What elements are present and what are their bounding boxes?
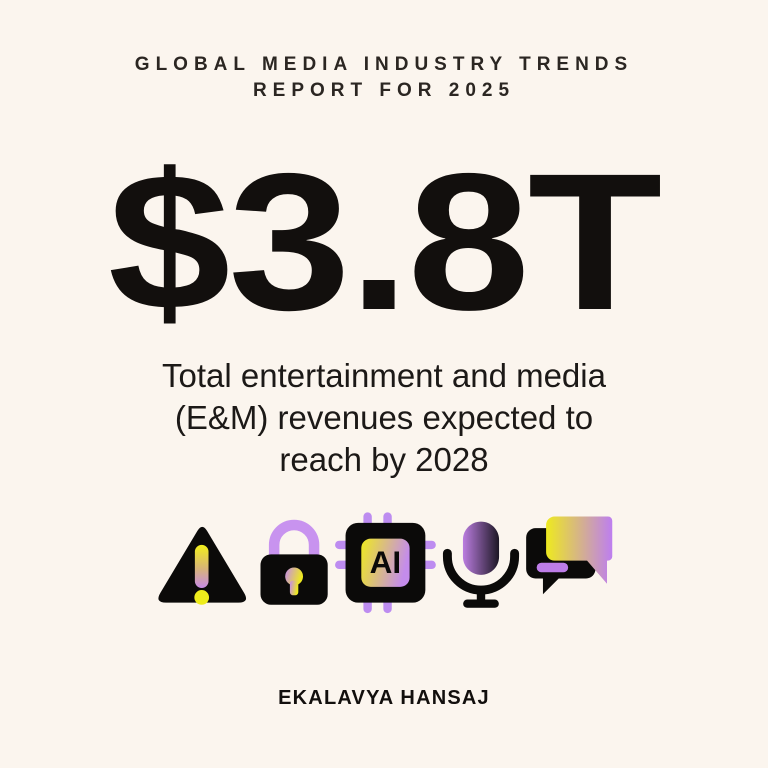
svg-text:AI: AI [369,544,401,580]
